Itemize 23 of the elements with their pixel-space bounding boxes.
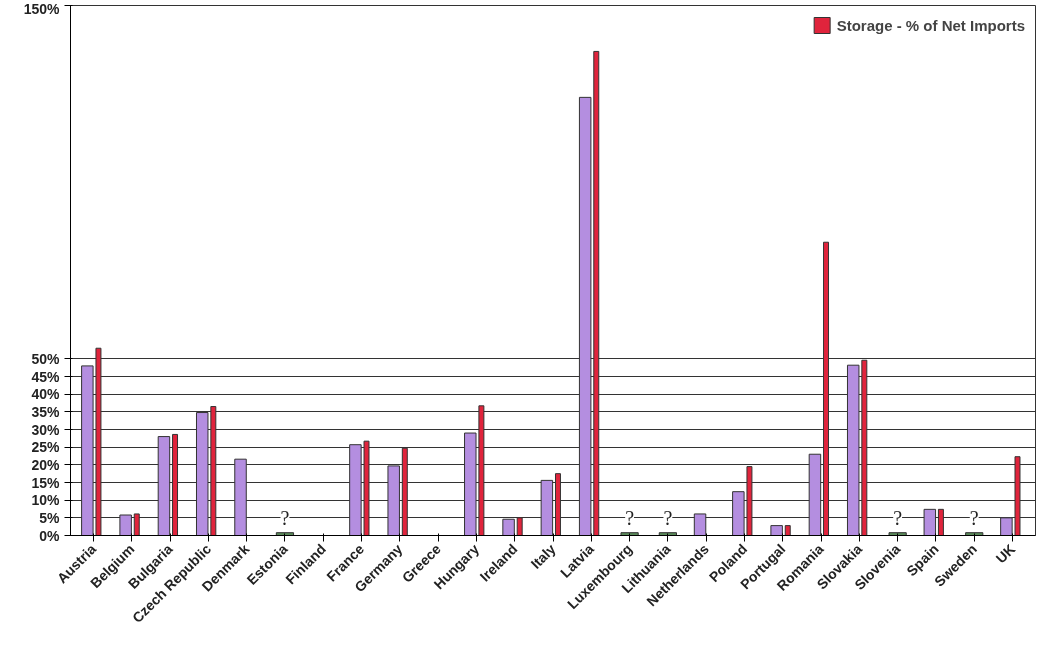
y-tick-label: 10% <box>31 492 61 509</box>
y-tick-label: 20% <box>31 456 61 473</box>
legend-label: Storage - % of Net Imports <box>836 16 1025 34</box>
y-tick-label: 30% <box>31 421 61 438</box>
y-tick-label: 40% <box>31 386 61 403</box>
y-tick-label: 35% <box>31 403 61 420</box>
data-label: ? <box>625 506 635 529</box>
y-tick-label: 45% <box>31 368 61 385</box>
data-label: ? <box>969 506 979 529</box>
y-tick-label: 0% <box>39 527 61 544</box>
bar <box>620 532 639 536</box>
data-label: ? <box>280 506 290 529</box>
y-tick-label: 5% <box>39 509 61 526</box>
y-tick-label: 15% <box>31 474 61 491</box>
y-tick-label: 25% <box>31 439 61 456</box>
y-tick-label: 50% <box>31 350 61 367</box>
data-label: ? <box>893 506 903 529</box>
x-tick-label: UK <box>992 540 1019 567</box>
y-tick-label: 150% <box>23 0 61 17</box>
bar <box>784 525 791 536</box>
bar <box>770 525 783 536</box>
data-label: ? <box>663 506 673 529</box>
bar <box>888 532 907 536</box>
